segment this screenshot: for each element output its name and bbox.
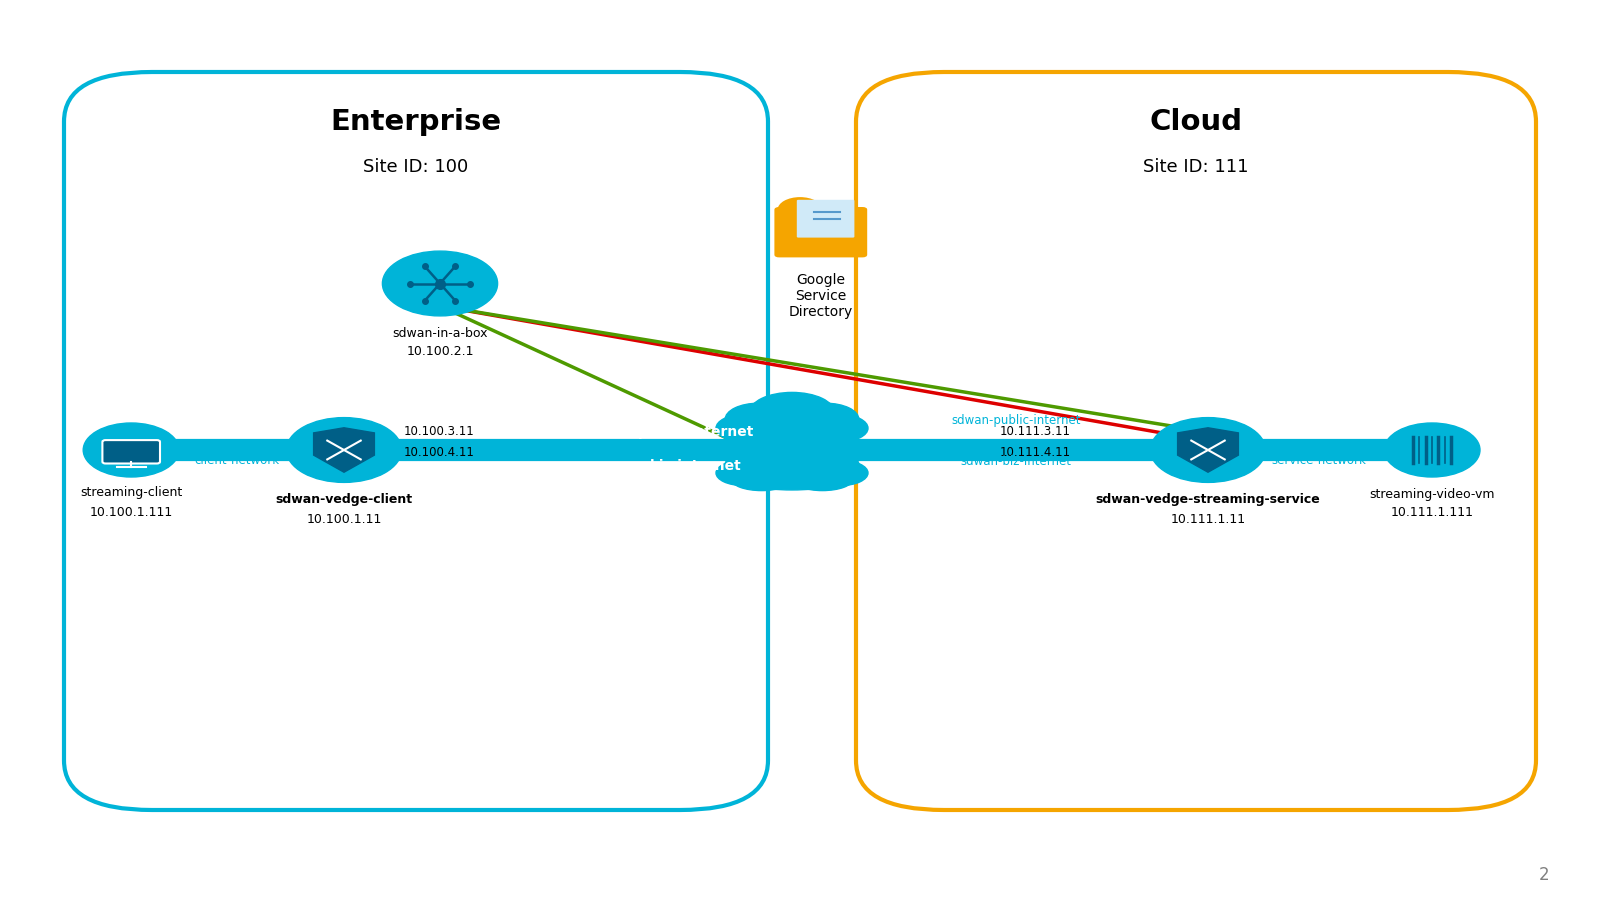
Text: sdwan-public-internet: sdwan-public-internet (952, 414, 1080, 427)
Text: service-network: service-network (1270, 454, 1366, 467)
Ellipse shape (731, 423, 792, 447)
Text: 10.100.4.11: 10.100.4.11 (403, 446, 474, 459)
Text: client-network: client-network (194, 454, 280, 467)
Text: 10.100.1.111: 10.100.1.111 (90, 506, 173, 518)
Ellipse shape (792, 450, 859, 480)
Text: Enterprise: Enterprise (331, 107, 501, 136)
Text: 10.111.4.11: 10.111.4.11 (1000, 446, 1070, 459)
Wedge shape (778, 197, 822, 210)
Ellipse shape (725, 450, 792, 480)
FancyBboxPatch shape (797, 200, 854, 238)
Text: Site ID: 111: Site ID: 111 (1144, 158, 1248, 176)
Ellipse shape (717, 415, 771, 442)
Circle shape (382, 251, 498, 316)
FancyBboxPatch shape (102, 440, 160, 464)
Text: 10.100.2.1: 10.100.2.1 (406, 345, 474, 357)
Text: 2: 2 (1539, 866, 1549, 884)
Text: sdwan-vedge-streaming-service: sdwan-vedge-streaming-service (1096, 493, 1320, 506)
Circle shape (286, 418, 402, 482)
Circle shape (1384, 423, 1480, 477)
Polygon shape (314, 428, 374, 473)
Ellipse shape (734, 463, 850, 490)
Text: streaming-client: streaming-client (80, 486, 182, 499)
Text: Cloud: Cloud (1149, 107, 1243, 136)
Text: sdwan-biz-internet: sdwan-biz-internet (960, 455, 1072, 468)
Ellipse shape (749, 392, 835, 433)
Ellipse shape (734, 417, 850, 446)
FancyBboxPatch shape (774, 207, 867, 257)
Polygon shape (1178, 428, 1238, 473)
Ellipse shape (717, 461, 771, 486)
Text: biz-internet: biz-internet (650, 459, 742, 473)
Ellipse shape (792, 423, 853, 447)
Circle shape (1150, 418, 1266, 482)
Ellipse shape (813, 461, 867, 486)
Ellipse shape (749, 439, 835, 477)
Text: 10.100.1.11: 10.100.1.11 (306, 513, 382, 526)
Ellipse shape (792, 468, 853, 490)
Circle shape (83, 423, 179, 477)
Text: sdwan-vedge-client: sdwan-vedge-client (275, 493, 413, 506)
Text: 10.111.3.11: 10.111.3.11 (1000, 425, 1070, 437)
Text: 10.111.1.11: 10.111.1.11 (1171, 513, 1245, 526)
Ellipse shape (813, 415, 867, 442)
Ellipse shape (725, 403, 792, 436)
Ellipse shape (731, 468, 792, 490)
Ellipse shape (792, 403, 859, 436)
Text: streaming-video-vm: streaming-video-vm (1370, 488, 1494, 500)
Text: Site ID: 100: Site ID: 100 (363, 158, 469, 176)
Text: 10.100.3.11: 10.100.3.11 (403, 425, 474, 437)
Text: 10.111.1.111: 10.111.1.111 (1390, 506, 1474, 518)
Text: public-internet: public-internet (638, 425, 754, 439)
Text: sdwan-in-a-box: sdwan-in-a-box (392, 327, 488, 339)
Text: Google
Service
Directory: Google Service Directory (789, 273, 853, 320)
